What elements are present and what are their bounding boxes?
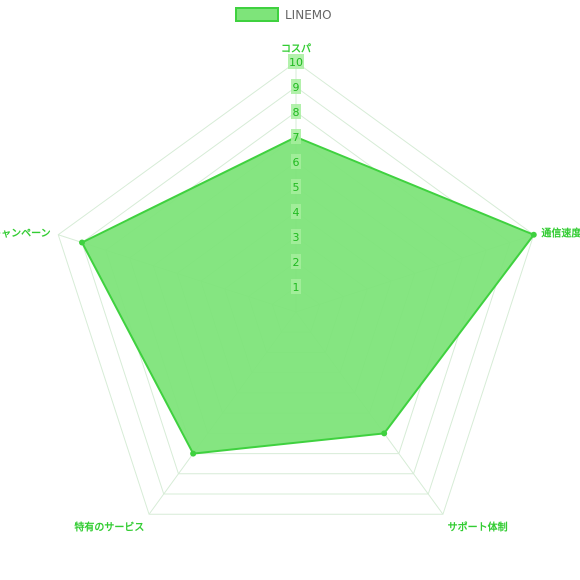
tick-label: 3 [293,231,300,244]
tick-label: 10 [289,56,303,69]
series-area [81,136,535,455]
axis-label: サポート体制 [448,521,508,534]
tick-backdrop [291,129,301,144]
tick-labels: 1 2 3 4 5 6 7 8 9 10 [288,54,304,294]
tick-backdrop [291,79,301,94]
axis-label: 通信速度 [541,226,580,239]
tick-label: 1 [293,281,300,294]
tick-label: 4 [293,206,300,219]
axis-label: コスパ [281,43,311,55]
tick-backdrop [291,254,301,269]
tick-backdrop [291,229,301,244]
data-point[interactable] [190,450,197,457]
tick-backdrop [291,104,301,119]
tick-backdrop [291,279,301,294]
legend[interactable]: LINEMO [235,7,332,22]
axis-label: 特有のサービス [74,521,144,534]
legend-swatch [235,7,279,22]
tick-backdrop [291,154,301,169]
data-point[interactable] [381,430,388,437]
tick-label: 5 [293,181,300,194]
tick-label: 6 [293,156,300,169]
axis-label: キャンペーン [0,227,51,239]
tick-label: 8 [293,106,300,119]
tick-label: 9 [293,81,300,94]
legend-label: LINEMO [285,8,332,22]
data-point[interactable] [530,231,537,238]
tick-label: 2 [293,256,300,269]
tick-backdrop [291,204,301,219]
grid-ring [57,61,535,515]
tick-label: 7 [293,131,300,144]
tick-backdrop [291,179,301,194]
series-layer [79,134,537,457]
tick-backdrop [288,54,304,69]
data-point[interactable] [79,239,86,246]
